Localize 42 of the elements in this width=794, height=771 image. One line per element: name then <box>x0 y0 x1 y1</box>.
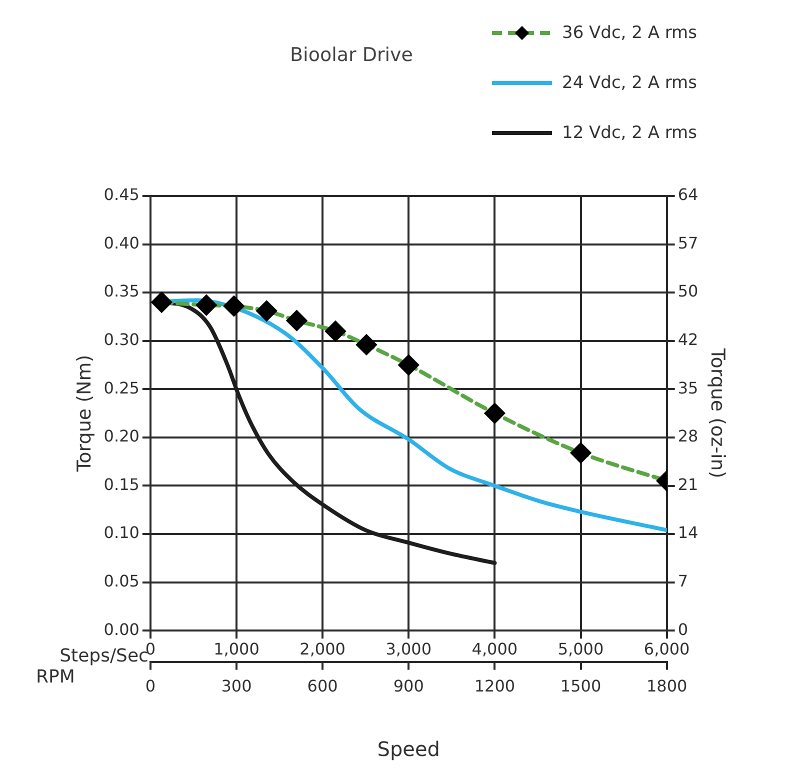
y2-tick-label: 42 <box>678 330 698 349</box>
x2-axis-title: RPM <box>36 666 75 688</box>
y2-tick-label: 28 <box>678 426 698 446</box>
legend-label: 36 Vdc, 2 A rms <box>562 23 697 43</box>
y-tick-label: 0.30 <box>104 330 140 350</box>
y2-tick-label: 7 <box>678 571 688 590</box>
x-tick-label: 1,000 <box>214 639 260 658</box>
y2-tick-label: 21 <box>678 474 698 494</box>
x-tick-label: 0 <box>145 639 156 658</box>
y-tick-label: 0.25 <box>104 378 140 398</box>
x2-tick-label: 300 <box>221 676 252 696</box>
x2-tick-label: 600 <box>307 676 338 696</box>
x-tick-label: 5,000 <box>558 639 604 658</box>
y2-tick-label: 0 <box>678 620 688 639</box>
text: Speed <box>377 737 440 762</box>
x-tick-label: 6,000 <box>644 639 690 658</box>
y-tick-label: 0.20 <box>104 426 140 446</box>
legend-label: 24 Vdc, 2 A rms <box>562 73 697 93</box>
y-tick-label: 0.15 <box>104 474 140 494</box>
x2-tick-label: 1800 <box>646 676 688 696</box>
legend-label: 12 Vdc, 2 A rms <box>562 123 697 143</box>
y-tick-label: 0.05 <box>104 571 140 590</box>
y-tick-label: 0.40 <box>104 233 140 252</box>
x2-tick-label: 0 <box>145 676 156 696</box>
y-tick-label: 0.00 <box>104 620 140 639</box>
y2-tick-label: 57 <box>678 233 698 252</box>
y-axis-title: Torque (Nm) <box>73 354 96 473</box>
y2-tick-label: 64 <box>678 185 698 204</box>
x-tick-label: 4,000 <box>472 639 518 658</box>
y2-axis-title: Torque (oz-in) <box>706 347 729 478</box>
x2-tick-label: 1500 <box>560 676 602 696</box>
y2-tick-label: 50 <box>678 282 698 301</box>
x2-tick-label: 1200 <box>474 676 516 696</box>
x2-tick-label: 900 <box>393 676 424 696</box>
x-tick-label: 3,000 <box>386 639 432 658</box>
y-tick-label: 0.10 <box>104 523 140 542</box>
x-tick-label: 2,000 <box>300 639 346 658</box>
y-tick-label: 0.35 <box>104 282 140 301</box>
y2-tick-label: 35 <box>678 378 698 398</box>
y-tick-label: 0.45 <box>104 185 140 204</box>
chart-title: Bioolar Drive <box>290 44 413 66</box>
y2-tick-label: 14 <box>678 523 698 542</box>
